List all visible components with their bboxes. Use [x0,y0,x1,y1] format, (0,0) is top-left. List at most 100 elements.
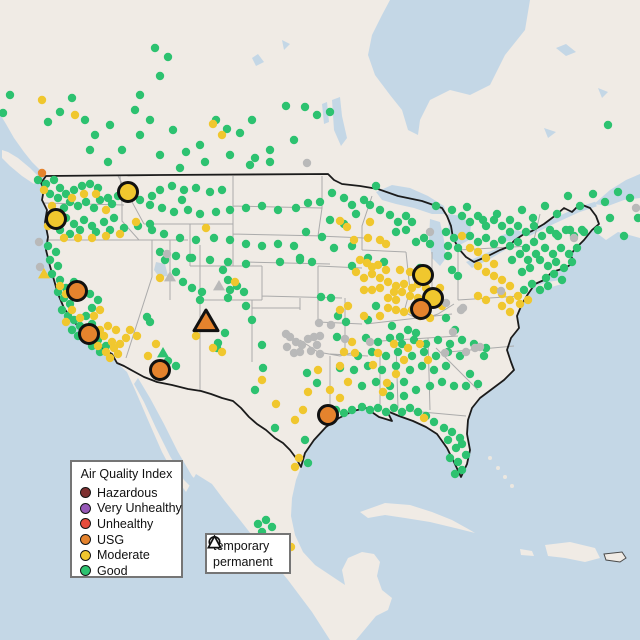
station-dot-inactive[interactable] [297,340,307,350]
station-dot-good[interactable] [359,195,369,205]
station-dot-moderate[interactable] [355,255,365,265]
station-dot-good[interactable] [107,199,117,209]
station-dot-moderate[interactable] [75,313,85,323]
station-dot-good[interactable] [481,221,491,231]
station-dot-moderate[interactable] [391,295,401,305]
highlight-circle-moderate[interactable] [412,264,434,286]
station-dot-good[interactable] [619,231,629,241]
station-dot-good[interactable] [179,185,189,195]
station-dot-good[interactable] [357,402,367,412]
station-dot-moderate[interactable] [109,343,119,353]
station-dot-good[interactable] [253,519,263,529]
station-dot-moderate[interactable] [383,293,393,303]
station-dot-moderate[interactable] [381,265,391,275]
station-dot-good[interactable] [155,247,165,257]
station-dot-good[interactable] [371,181,381,191]
station-dot-good[interactable] [551,257,561,267]
station-dot-good[interactable] [561,225,571,235]
station-dot-good[interactable] [85,179,95,189]
station-dot-good[interactable] [195,209,205,219]
station-dot-moderate[interactable] [419,413,429,423]
station-dot-moderate[interactable] [473,261,483,271]
station-dot-good[interactable] [303,458,313,468]
station-dot-good[interactable] [303,198,313,208]
station-dot-good[interactable] [147,225,157,235]
station-dot-good[interactable] [241,239,251,249]
station-dot-good[interactable] [93,295,103,305]
station-dot-good[interactable] [225,205,235,215]
station-dot-good[interactable] [175,163,185,173]
station-dot-good[interactable] [45,255,55,265]
station-dot-good[interactable] [90,130,100,140]
station-dot-good[interactable] [261,515,271,525]
station-dot-moderate[interactable] [201,223,211,233]
station-dot-good[interactable] [0,108,8,118]
station-dot-inactive[interactable] [285,332,295,342]
station-dot-good[interactable] [457,335,467,345]
station-dot-good[interactable] [559,263,569,273]
station-dot-moderate[interactable] [101,347,111,357]
station-dot-good[interactable] [315,197,325,207]
station-dot-good[interactable] [373,337,383,347]
station-dot-moderate[interactable] [73,233,83,243]
station-dot-moderate[interactable] [505,295,515,305]
station-dot-good[interactable] [564,249,574,259]
station-dot-good[interactable] [457,465,467,475]
station-dot-moderate[interactable] [363,233,373,243]
station-dot-moderate[interactable] [407,283,417,293]
station-dot-good[interactable] [99,217,109,227]
station-dot-good[interactable] [441,361,451,371]
station-dot-moderate[interactable] [70,110,80,120]
station-dot-good[interactable] [145,317,155,327]
station-dot-good[interactable] [87,221,97,231]
station-dot-good[interactable] [159,229,169,239]
station-dot-good[interactable] [197,287,207,297]
station-dot-good[interactable] [447,265,457,275]
station-dot-moderate[interactable] [335,305,345,315]
station-triangle-inactive[interactable] [164,271,176,282]
station-dot-moderate[interactable] [399,307,409,317]
station-dot-moderate[interactable] [313,365,323,375]
station-dot-good[interactable] [289,135,299,145]
station-dot-moderate[interactable] [359,285,369,295]
station-dot-good[interactable] [65,229,75,239]
station-dot-moderate[interactable] [505,307,515,317]
station-dot-good[interactable] [168,125,178,135]
station-dot-good[interactable] [431,351,441,361]
station-dot-good[interactable] [395,332,405,342]
station-dot-good[interactable] [185,253,195,263]
station-dot-moderate[interactable] [208,343,218,353]
station-dot-good[interactable] [316,292,326,302]
station-dot-good[interactable] [549,269,559,279]
station-dot-good[interactable] [91,227,101,237]
station-dot-moderate[interactable] [61,317,71,327]
station-dot-good[interactable] [105,225,115,235]
station-dot-good[interactable] [167,181,177,191]
station-dot-good[interactable] [473,211,483,221]
station-dot-good[interactable] [332,332,342,342]
station-dot-good[interactable] [295,255,305,265]
station-dot-good[interactable] [575,201,585,211]
station-dot-good[interactable] [130,105,140,115]
station-dot-moderate[interactable] [131,217,141,227]
station-dot-good[interactable] [421,339,431,349]
station-dot-good[interactable] [75,225,85,235]
station-dot-good[interactable] [545,225,555,235]
station-dot-good[interactable] [613,187,623,197]
station-dot-good[interactable] [497,235,507,245]
station-dot-moderate[interactable] [151,339,161,349]
station-dot-moderate[interactable] [39,185,49,195]
station-dot-good[interactable] [417,361,427,371]
station-dot-good[interactable] [339,408,349,418]
station-dot-good[interactable] [540,243,550,253]
station-dot-good[interactable] [57,305,67,315]
highlight-triangle-usg[interactable] [192,308,220,333]
highlight-circle-usg[interactable] [317,404,339,426]
station-dot-moderate[interactable] [93,341,103,351]
station-dot-moderate[interactable] [351,267,361,277]
station-dot-good[interactable] [441,227,451,237]
station-dot-good[interactable] [373,403,383,413]
station-dot-good[interactable] [385,391,395,401]
station-dot-good[interactable] [250,385,260,395]
station-dot-good[interactable] [525,263,535,273]
